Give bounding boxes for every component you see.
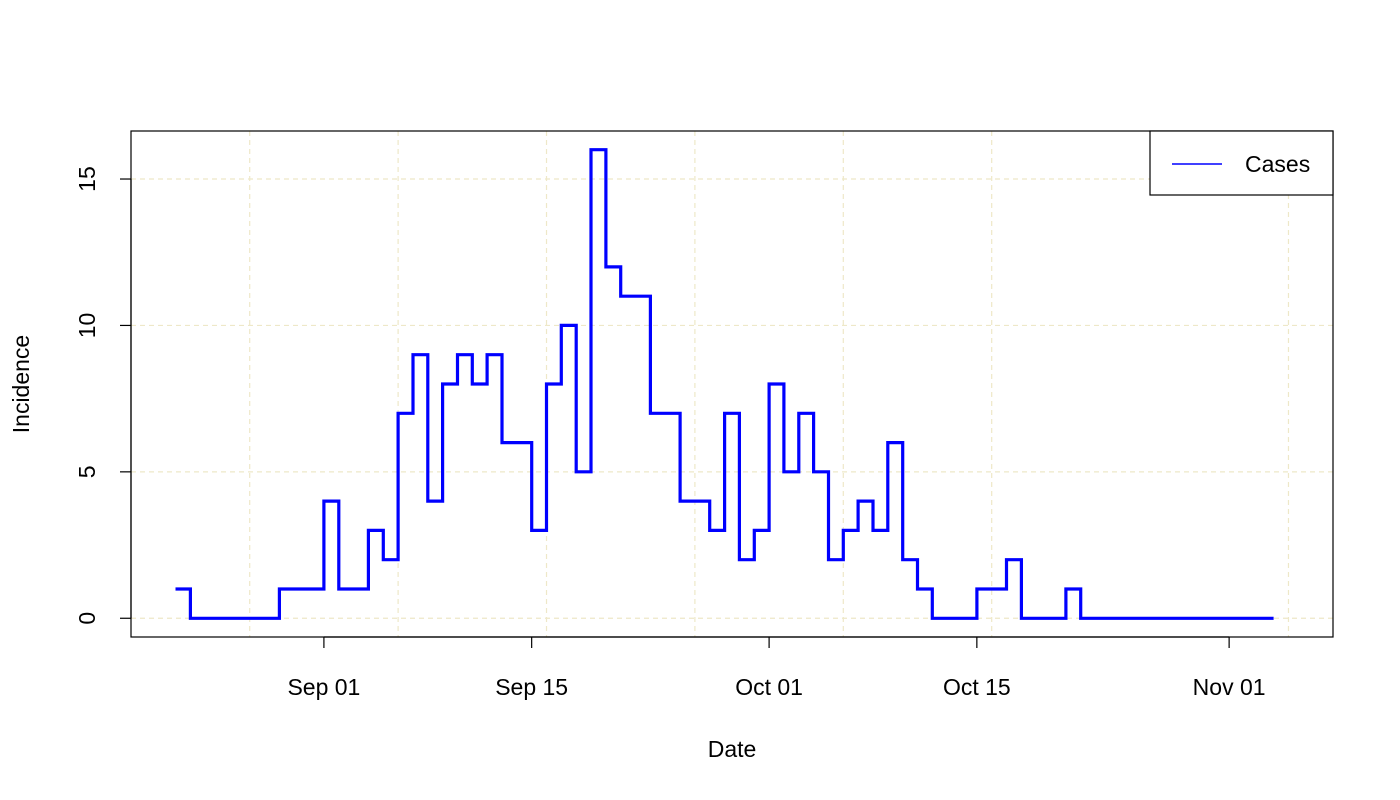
y-axis-title: Incidence (8, 335, 34, 433)
x-tick-label: Sep 01 (287, 674, 360, 700)
y-axis: 0 5 10 15 (74, 166, 132, 625)
series-line-cases (175, 148, 1274, 620)
x-axis: Sep 01 Sep 15 Oct 01 Oct 15 Nov 01 (287, 636, 1266, 700)
grid-layer (131, 131, 1333, 637)
x-tick-label: Oct 15 (943, 674, 1011, 700)
x-axis-title: Date (708, 736, 757, 762)
x-tick-label: Sep 15 (495, 674, 568, 700)
x-tick-label: Oct 01 (735, 674, 803, 700)
y-tick-label: 15 (74, 166, 100, 192)
series-layer (175, 148, 1274, 620)
legend-box (1149, 130, 1334, 196)
y-tick-label: 5 (74, 465, 100, 478)
legend: Cases (1149, 130, 1334, 196)
y-tick-label: 10 (74, 313, 100, 339)
legend-label: Cases (1245, 151, 1310, 177)
plot-frame (130, 130, 1334, 638)
y-tick-label: 0 (74, 612, 100, 625)
x-tick-label: Nov 01 (1193, 674, 1266, 700)
